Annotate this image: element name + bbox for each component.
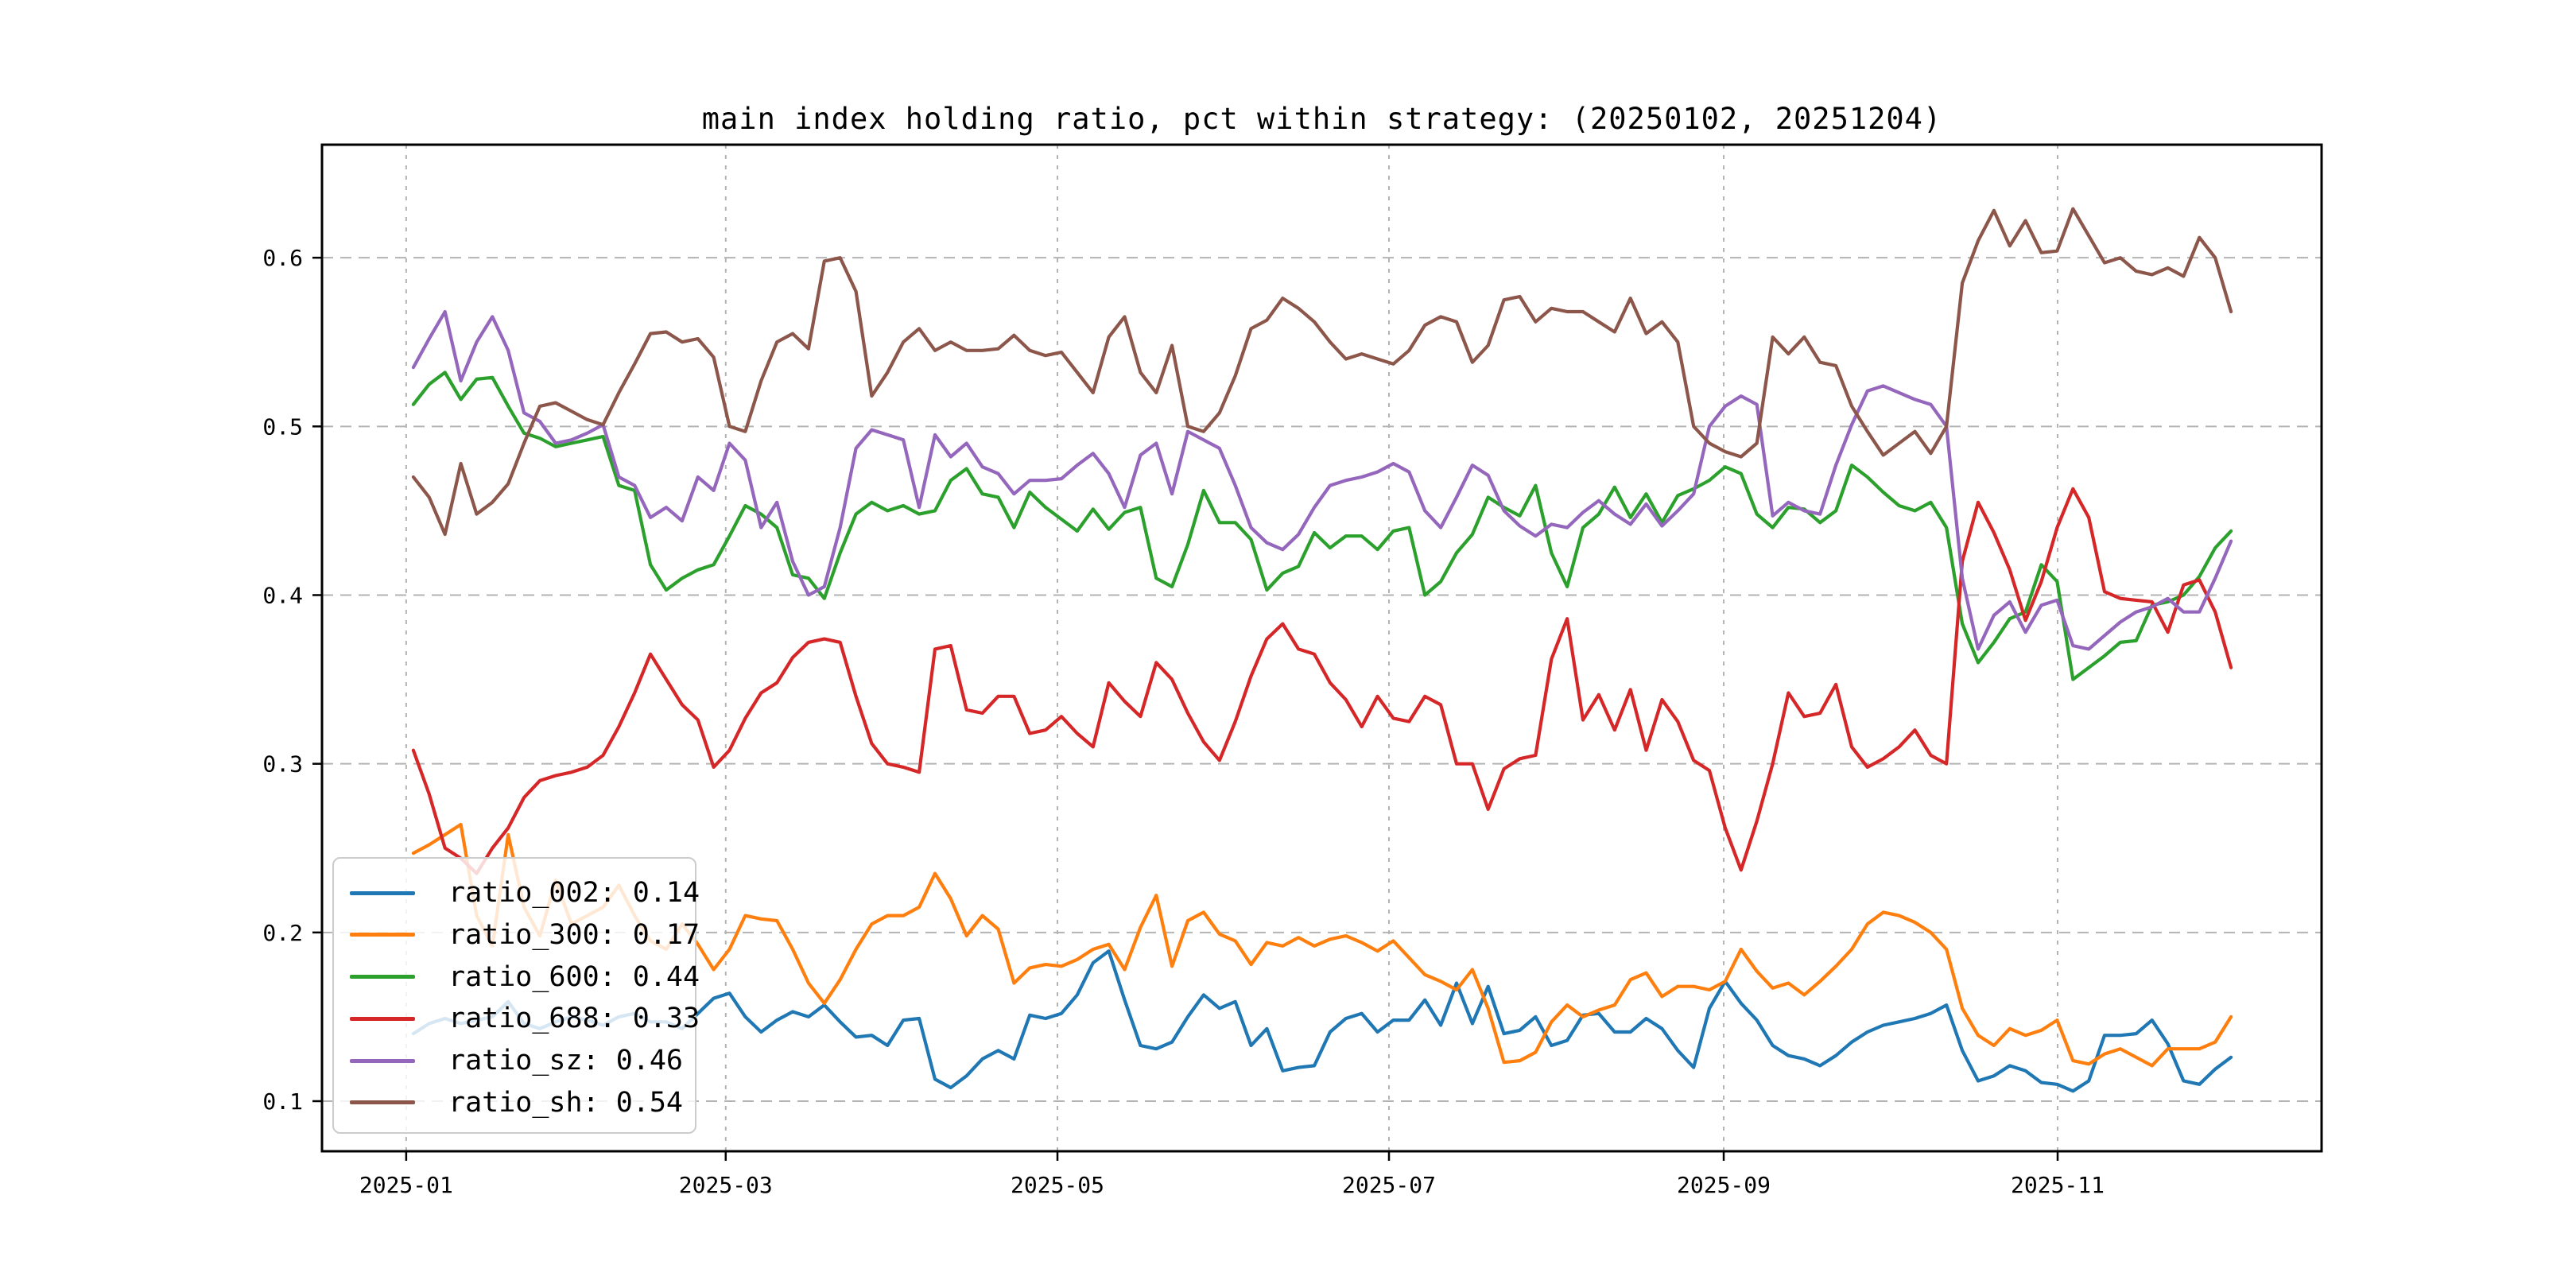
series-line-ratio_sz — [411, 309, 2233, 651]
legend-line-sample — [350, 1058, 415, 1063]
legend-item-ratio_688: ratio_688: 0.33 — [350, 1000, 700, 1037]
y-tick-label: 0.4 — [262, 582, 303, 608]
legend-line-sample — [350, 1016, 415, 1021]
chart-title: main index holding ratio, pct within str… — [701, 102, 1942, 136]
legend-label: ratio_sh: 0.54 — [448, 1086, 684, 1119]
legend-item-ratio_300: ratio_300: 0.17 — [350, 917, 700, 953]
legend-line-sample — [350, 1100, 415, 1105]
series-line-ratio_300 — [411, 822, 2233, 1068]
legend-item-ratio_sz: ratio_sz: 0.46 — [350, 1042, 687, 1079]
x-tick-label: 2025-09 — [1677, 1172, 1771, 1198]
legend-label: ratio_600: 0.44 — [448, 960, 700, 993]
legend-item-ratio_sh: ratio_sh: 0.54 — [350, 1084, 687, 1121]
chart-legend: ratio_002: 0.14 ratio_300: 0.17 ratio_600:… — [332, 857, 700, 1134]
x-tick-label: 2025-07 — [1342, 1172, 1436, 1198]
legend-line-sample — [350, 975, 415, 980]
series-line-ratio_002 — [411, 949, 2233, 1093]
legend-label: ratio_002: 0.14 — [448, 877, 700, 909]
legend-item-ratio_600: ratio_600: 0.44 — [350, 959, 700, 995]
x-tick-label: 2025-03 — [679, 1172, 773, 1198]
legend-label: ratio_688: 0.33 — [448, 1003, 700, 1035]
legend-item-ratio_002: ratio_002: 0.14 — [350, 875, 700, 911]
plot-border — [320, 143, 2323, 1153]
y-tick-label: 0.2 — [262, 920, 303, 946]
series-line-ratio_600 — [411, 370, 2233, 681]
series-line-ratio_688 — [411, 487, 2233, 875]
legend-line-sample — [350, 933, 415, 937]
x-tick-label: 2025-05 — [1011, 1172, 1104, 1198]
legend-label: ratio_300: 0.17 — [448, 918, 700, 951]
y-tick-label: 0.5 — [262, 413, 303, 440]
series-line-ratio_sh — [411, 207, 2233, 537]
y-tick-label: 0.6 — [262, 245, 303, 271]
y-tick-label: 0.3 — [262, 751, 303, 778]
x-tick-label: 2025-01 — [359, 1172, 453, 1198]
legend-label: ratio_sz: 0.46 — [448, 1045, 684, 1077]
y-tick-label: 0.1 — [262, 1088, 303, 1115]
x-tick-label: 2025-11 — [2011, 1172, 2105, 1198]
legend-line-sample — [350, 890, 415, 895]
